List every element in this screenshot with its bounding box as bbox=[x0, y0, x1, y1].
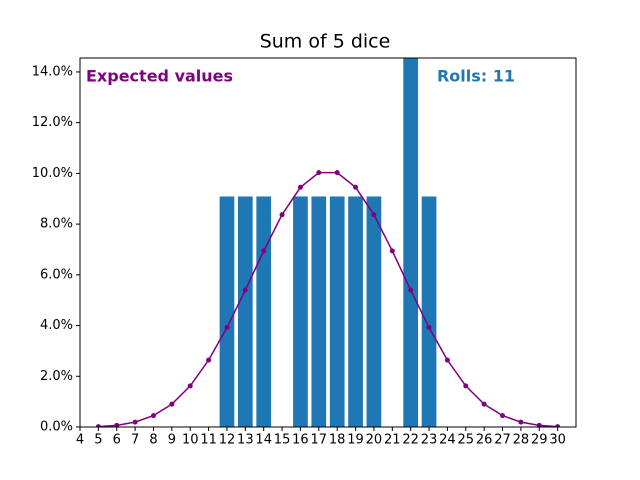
y-tick-label: 8.0% bbox=[40, 217, 73, 232]
expected-point bbox=[444, 357, 450, 363]
bar bbox=[366, 196, 382, 427]
x-tick-label: 9 bbox=[168, 433, 176, 448]
x-tick-label: 15 bbox=[274, 433, 291, 448]
expected-line bbox=[98, 171, 558, 427]
expected-point bbox=[224, 325, 230, 331]
x-tick-label: 29 bbox=[531, 433, 548, 448]
x-tick-label: 20 bbox=[366, 433, 383, 448]
bar bbox=[329, 196, 345, 427]
expected-point bbox=[114, 422, 120, 427]
x-tick-label: 28 bbox=[513, 433, 530, 448]
bar bbox=[348, 196, 363, 427]
bar bbox=[219, 196, 235, 427]
x-tick-label: 23 bbox=[421, 433, 438, 448]
expected-point bbox=[334, 170, 340, 176]
expected-point bbox=[463, 383, 469, 389]
y-tick-label: 10.0% bbox=[32, 166, 73, 181]
x-tick-label: 17 bbox=[311, 433, 328, 448]
expected-point bbox=[242, 287, 248, 293]
bar bbox=[237, 196, 253, 427]
expected-point bbox=[371, 212, 377, 218]
bar bbox=[293, 196, 308, 427]
expected-point bbox=[353, 184, 359, 190]
expected-point bbox=[518, 419, 524, 425]
y-tick-label: 4.0% bbox=[40, 318, 73, 333]
x-tick-label: 16 bbox=[292, 433, 309, 448]
x-tick-label: 21 bbox=[384, 433, 401, 448]
y-tick-label: 2.0% bbox=[40, 369, 73, 384]
x-tick-label: 11 bbox=[200, 433, 217, 448]
expected-point bbox=[500, 413, 506, 419]
x-tick-label: 25 bbox=[458, 433, 475, 448]
expected-point bbox=[408, 287, 414, 293]
expected-point bbox=[132, 419, 138, 425]
x-tick-label: 24 bbox=[439, 433, 456, 448]
plot-area bbox=[95, 58, 561, 427]
expected-point bbox=[555, 424, 561, 427]
bar bbox=[421, 196, 437, 427]
expected-point bbox=[316, 170, 322, 176]
x-tick-label: 18 bbox=[329, 433, 346, 448]
annotation: Rolls: 11 bbox=[437, 67, 515, 86]
y-tick-label: 12.0% bbox=[32, 115, 73, 130]
x-tick-label: 7 bbox=[131, 433, 139, 448]
expected-point bbox=[261, 248, 267, 254]
x-tick-label: 8 bbox=[149, 433, 157, 448]
bar bbox=[311, 196, 327, 427]
y-tick-label: 14.0% bbox=[32, 64, 73, 79]
axes-frame bbox=[79, 57, 577, 428]
y-tick-label: 0.0% bbox=[40, 420, 73, 435]
x-tick-label: 26 bbox=[476, 433, 493, 448]
expected-point bbox=[279, 212, 285, 218]
x-tick-label: 13 bbox=[237, 433, 254, 448]
expected-point bbox=[150, 413, 156, 419]
bar bbox=[256, 196, 272, 427]
x-tick-label: 27 bbox=[494, 433, 511, 448]
expected-point bbox=[389, 248, 395, 254]
expected-point bbox=[536, 422, 542, 427]
x-tick-label: 6 bbox=[113, 433, 121, 448]
expected-point bbox=[169, 401, 175, 407]
y-tick-label: 6.0% bbox=[40, 267, 73, 282]
x-tick-label: 12 bbox=[219, 433, 236, 448]
x-tick-label: 10 bbox=[182, 433, 199, 448]
expected-point bbox=[95, 424, 101, 427]
expected-point bbox=[481, 401, 487, 407]
x-tick-label: 19 bbox=[347, 433, 364, 448]
x-tick-label: 30 bbox=[549, 433, 566, 448]
x-tick-label: 5 bbox=[94, 433, 102, 448]
annotation: Expected values bbox=[86, 67, 233, 86]
expected-point bbox=[187, 383, 193, 389]
expected-point bbox=[297, 184, 303, 190]
x-tick-label: 4 bbox=[76, 433, 84, 448]
expected-point bbox=[426, 325, 432, 331]
x-tick-label: 22 bbox=[402, 433, 419, 448]
bar bbox=[403, 58, 419, 427]
expected-point bbox=[206, 357, 212, 363]
chart-title: Sum of 5 dice bbox=[260, 31, 391, 53]
x-tick-label: 14 bbox=[255, 433, 272, 448]
